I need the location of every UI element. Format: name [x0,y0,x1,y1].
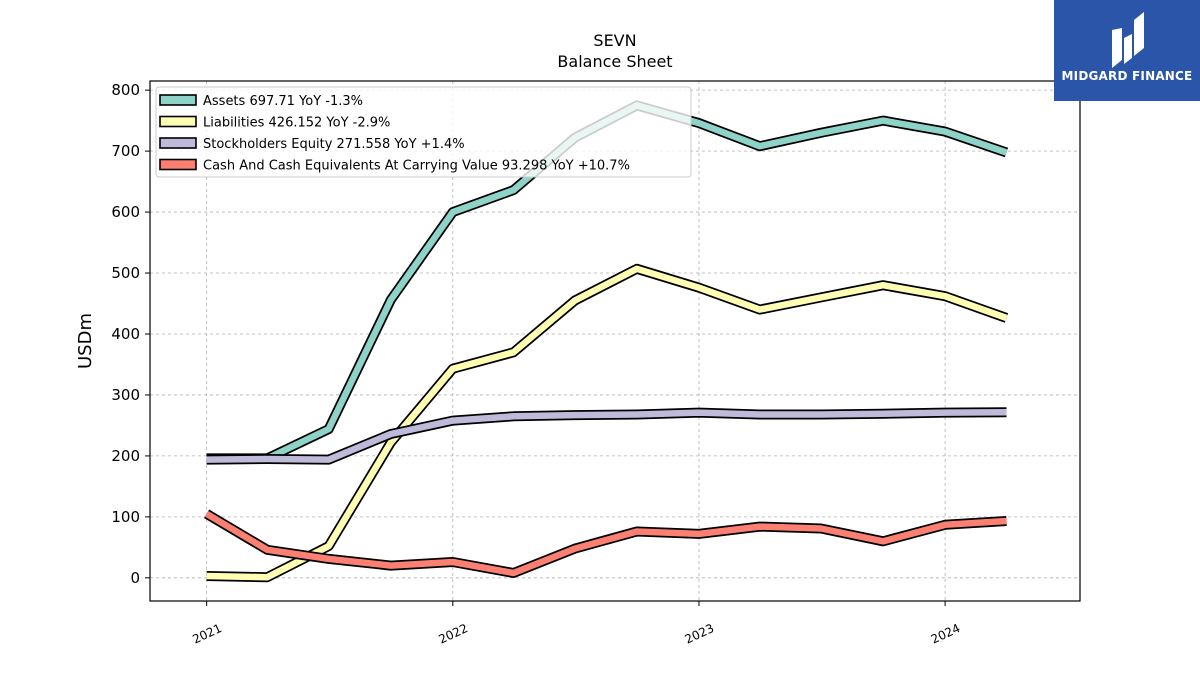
brand-logo: MIDGARD FINANCE [1054,0,1200,101]
x-tick-label: 2021 [190,621,224,647]
x-tick-label: 2024 [929,621,963,647]
series-line [206,409,1007,463]
y-tick-label: 600 [111,203,140,221]
legend-entry: Cash And Cash Equivalents At Carrying Va… [203,159,630,174]
y-tick-label: 800 [111,81,140,99]
legend: Assets 697.71 YoY -1.3% Liabilities 426.1… [155,86,692,178]
y-tick-label: 0 [130,569,140,587]
chart-subtitle: Balance Sheet [557,52,673,71]
legend-entry: Stockholders Equity 271.558 YoY +1.4% [203,137,465,152]
plot-frame [149,80,1081,602]
legend-swatch [159,137,197,149]
legend-swatch [159,158,197,171]
chart-title: SEVN [593,31,637,50]
x-tick-label: 2023 [683,621,717,647]
brand-name: MIDGARD FINANCE [1061,69,1193,83]
legend-frame [155,86,692,178]
y-tick-label: 500 [111,264,140,282]
y-tick-label: 300 [111,386,140,404]
y-axis-label: USDm [75,313,96,369]
legend-swatch [159,115,197,128]
y-tick-label: 100 [111,508,140,526]
midgard-logo-icon [1112,12,1144,68]
series-line [206,265,1008,581]
legend-swatch [159,94,197,106]
x-tick-label: 2022 [436,621,470,647]
y-tick-label: 200 [111,447,140,465]
series-line [204,511,1007,577]
legend-entry: Assets 697.71 YoY -1.3% [203,94,363,109]
y-tick-label: 700 [111,142,140,160]
legend-entry: Liabilities 426.152 YoY -2.9% [203,116,390,131]
series-line-outline [206,407,1007,465]
y-tick-label: 400 [111,325,140,343]
